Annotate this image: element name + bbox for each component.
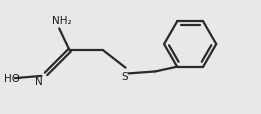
Text: S: S [121, 72, 128, 82]
Text: HO: HO [4, 74, 20, 83]
Text: NH₂: NH₂ [52, 16, 72, 26]
Text: N: N [35, 76, 43, 86]
